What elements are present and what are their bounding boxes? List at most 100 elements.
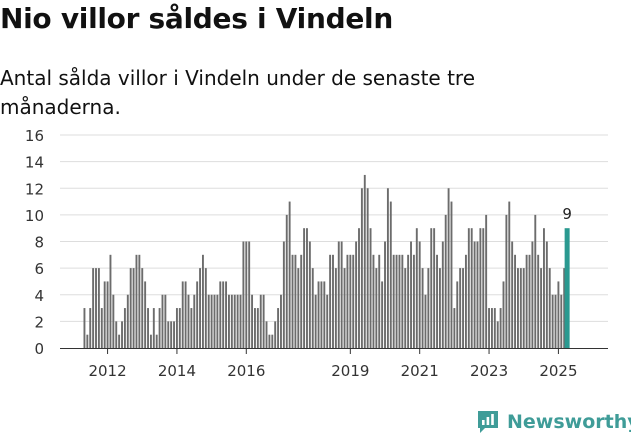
bar <box>537 254 540 348</box>
bar <box>470 228 473 348</box>
bar <box>187 294 190 348</box>
bar <box>245 241 248 348</box>
y-tick-label: 14 <box>25 154 44 172</box>
data-labels: 9 <box>562 205 572 223</box>
brand-name: Newsworthy <box>507 411 631 433</box>
bar <box>464 254 467 348</box>
bar <box>277 308 280 348</box>
bar <box>343 268 346 348</box>
bar <box>300 254 303 348</box>
bar <box>236 294 239 348</box>
bar <box>254 308 256 348</box>
bar <box>355 241 358 348</box>
bar <box>294 254 297 348</box>
bar <box>386 188 389 348</box>
bar <box>141 268 144 348</box>
bar <box>155 334 158 348</box>
bar <box>493 308 496 348</box>
bar <box>320 281 323 348</box>
bar <box>282 241 285 348</box>
bar <box>311 268 314 348</box>
bar <box>548 268 551 348</box>
bar <box>271 334 274 348</box>
bar <box>358 228 360 348</box>
bar <box>462 268 464 348</box>
bar <box>199 268 201 348</box>
bar <box>381 281 384 348</box>
chart-title: Nio villor såldes i Vindeln <box>0 2 393 35</box>
bar <box>560 294 563 348</box>
bar <box>430 228 433 348</box>
y-tick-label: 0 <box>34 340 44 358</box>
bar <box>531 241 534 348</box>
bar-series <box>83 174 570 348</box>
bar <box>482 228 485 348</box>
y-tick-label: 2 <box>34 313 44 331</box>
bar <box>502 281 505 348</box>
bar <box>132 268 135 348</box>
bar <box>436 254 438 348</box>
bar <box>265 321 268 348</box>
bar <box>404 268 407 348</box>
bar <box>308 241 311 348</box>
bar <box>410 241 412 348</box>
bar <box>291 254 294 348</box>
bar <box>508 201 511 348</box>
bar <box>378 254 381 348</box>
bar <box>534 214 537 348</box>
bar <box>326 294 329 348</box>
bar <box>181 281 184 348</box>
bar <box>204 268 207 348</box>
bar <box>447 188 450 348</box>
bar <box>395 254 398 348</box>
bar <box>329 254 332 348</box>
bar <box>109 254 112 348</box>
bar <box>496 321 499 348</box>
bar <box>222 281 225 348</box>
bar <box>256 308 259 348</box>
bar <box>178 308 181 348</box>
bar <box>459 268 462 348</box>
y-axis-ticks: 0 2 4 6 8 10 12 14 16 <box>25 127 44 358</box>
bar <box>306 228 308 348</box>
bar <box>499 308 502 348</box>
bar <box>126 294 129 348</box>
bar <box>392 254 395 348</box>
bar <box>323 281 326 348</box>
y-tick-label: 6 <box>34 260 44 278</box>
x-tick-label: 2019 <box>331 362 369 380</box>
bar <box>505 214 508 348</box>
bar <box>528 254 531 348</box>
bar <box>401 254 404 348</box>
bar <box>112 294 115 348</box>
bar <box>164 294 167 348</box>
y-tick-label: 12 <box>25 180 44 198</box>
bar <box>213 294 216 348</box>
bar <box>384 241 386 348</box>
bar <box>274 321 277 348</box>
y-tick-label: 8 <box>34 234 44 252</box>
bar <box>118 334 121 348</box>
brand-logo: Newsworthy <box>476 408 631 436</box>
bar-latest <box>564 228 570 348</box>
bar <box>149 334 152 348</box>
bar <box>193 294 196 348</box>
bar <box>89 308 92 348</box>
bar <box>196 281 199 348</box>
bar <box>103 281 106 348</box>
bar <box>138 254 141 348</box>
bar <box>415 228 418 348</box>
bar <box>115 321 118 348</box>
x-tick-label: 2014 <box>158 362 196 380</box>
bar <box>268 334 271 348</box>
bar <box>551 294 554 348</box>
bar <box>456 281 459 348</box>
bar <box>95 268 97 348</box>
bar <box>303 228 306 348</box>
bar <box>97 268 100 348</box>
bar <box>251 294 254 348</box>
bar <box>352 254 355 348</box>
bar <box>216 294 219 348</box>
bar <box>144 281 147 348</box>
bar <box>147 308 149 348</box>
